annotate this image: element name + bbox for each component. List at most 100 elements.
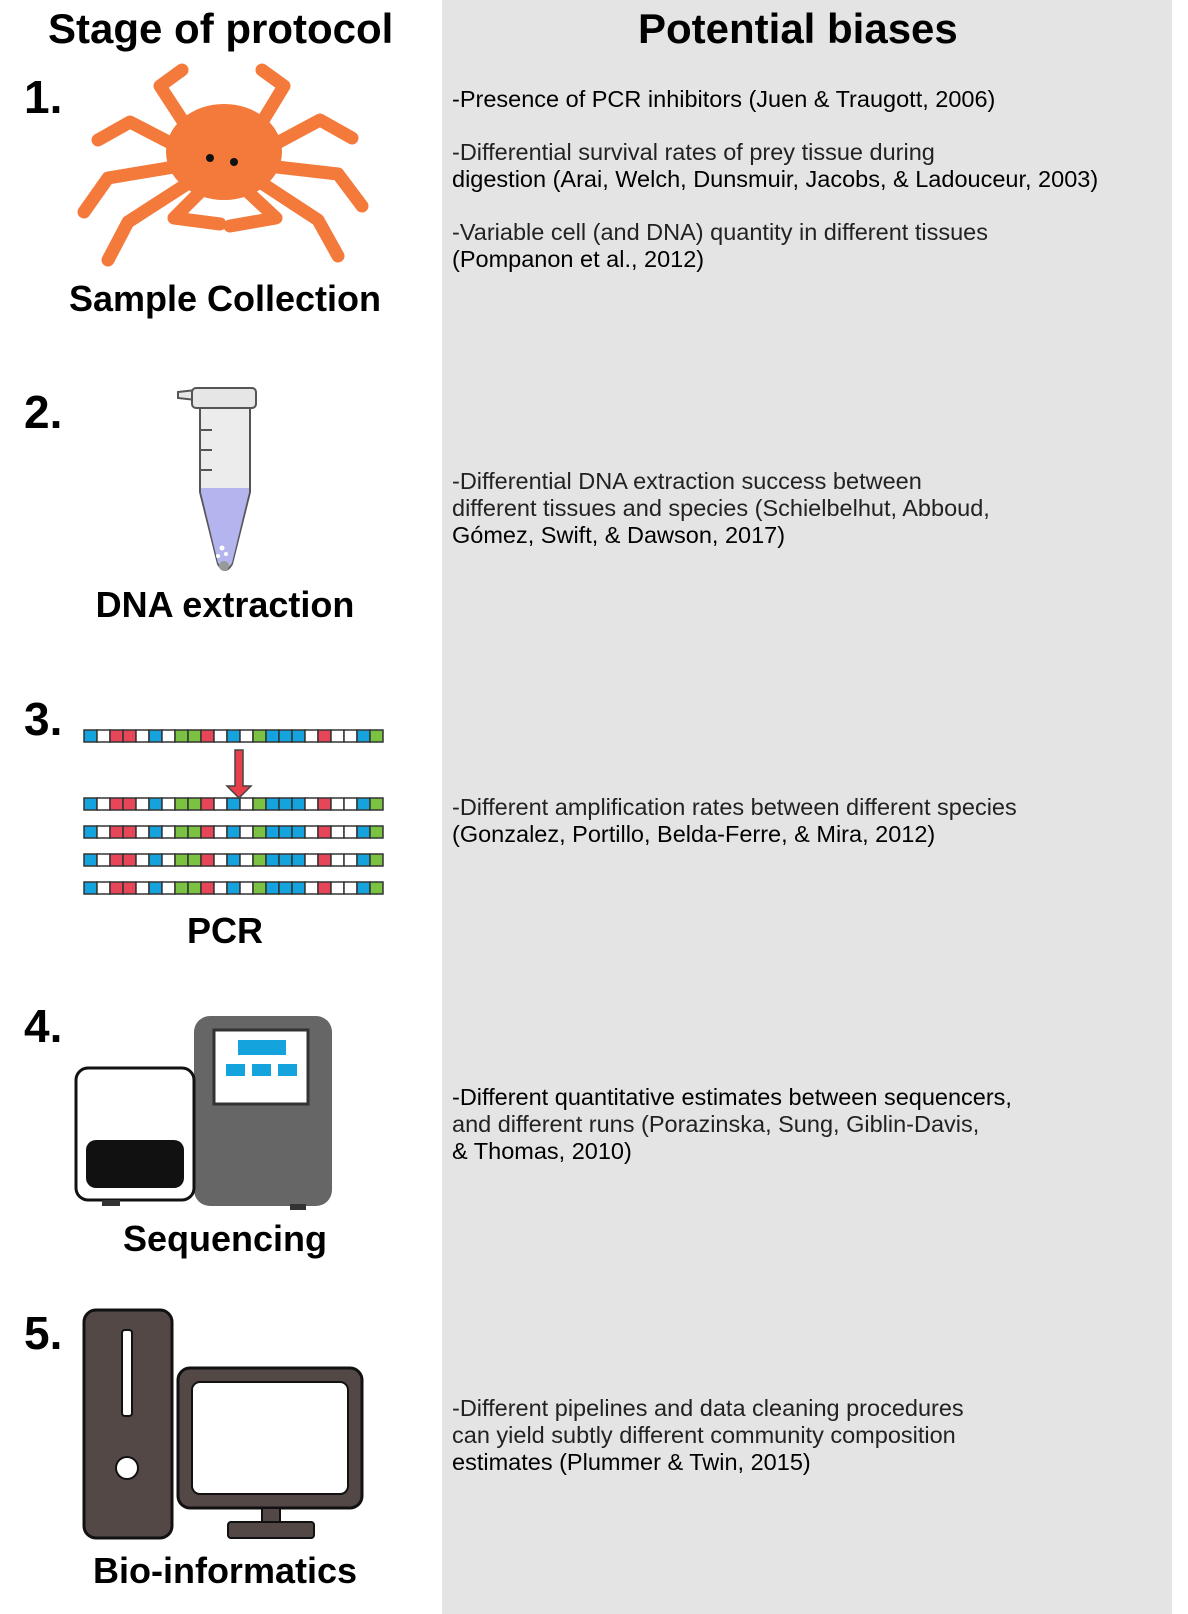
biases-panel bbox=[442, 0, 1172, 1614]
dna-base bbox=[187, 825, 202, 839]
dna-base bbox=[96, 825, 111, 839]
dna-base bbox=[187, 797, 202, 811]
dna-base bbox=[369, 729, 384, 743]
bias-line: -Differential survival rates of prey tis… bbox=[452, 139, 935, 165]
dna-base bbox=[109, 729, 124, 743]
dna-base bbox=[96, 729, 111, 743]
dna-base bbox=[161, 825, 176, 839]
dna-base bbox=[200, 881, 215, 895]
dna-base bbox=[252, 729, 267, 743]
bias-line: and different runs (Porazinska, Sung, Gi… bbox=[452, 1111, 980, 1137]
dna-base bbox=[226, 825, 241, 839]
bias-line: digestion (Arai, Welch, Dunsmuir, Jacobs… bbox=[452, 166, 1099, 192]
dna-base bbox=[356, 797, 371, 811]
bias-line: estimates (Plummer & Twin, 2015) bbox=[452, 1449, 811, 1475]
dna-base bbox=[187, 881, 202, 895]
dna-base bbox=[226, 729, 241, 743]
dna-base bbox=[252, 825, 267, 839]
dna-base bbox=[265, 729, 280, 743]
dna-base bbox=[161, 797, 176, 811]
dna-base bbox=[122, 797, 137, 811]
dna-base bbox=[343, 881, 358, 895]
stage-label-4: Sequencing bbox=[122, 1218, 328, 1259]
dna-base bbox=[135, 825, 150, 839]
dna-base bbox=[135, 881, 150, 895]
dna-base bbox=[174, 797, 189, 811]
dna-base bbox=[239, 797, 254, 811]
dna-base bbox=[278, 853, 293, 867]
bias-line: -Different pipelines and data cleaning p… bbox=[452, 1395, 964, 1421]
dna-base bbox=[252, 881, 267, 895]
dna-base bbox=[252, 853, 267, 867]
dna-base bbox=[148, 881, 163, 895]
dna-base bbox=[109, 853, 124, 867]
template-dna-strand bbox=[83, 729, 384, 743]
dna-base bbox=[278, 729, 293, 743]
dna-base bbox=[161, 729, 176, 743]
dna-base bbox=[213, 853, 228, 867]
dna-base bbox=[239, 881, 254, 895]
amplified-dna-strand bbox=[83, 881, 384, 895]
dna-base bbox=[304, 729, 319, 743]
dna-base bbox=[83, 825, 98, 839]
dna-base bbox=[291, 881, 306, 895]
crab-icon bbox=[77, 63, 369, 267]
bias-line: -Variable cell (and DNA) quantity in dif… bbox=[452, 219, 988, 245]
stage-label-5: Bio-informatics bbox=[92, 1550, 358, 1591]
dna-base bbox=[356, 853, 371, 867]
bias-line: (Pompanon et al., 2012) bbox=[452, 246, 705, 272]
bias-2-1: -Differential DNA extraction success bet… bbox=[452, 468, 1172, 549]
dna-base bbox=[356, 825, 371, 839]
amplified-dna-strand bbox=[83, 853, 384, 867]
dna-base bbox=[96, 797, 111, 811]
dna-base bbox=[213, 797, 228, 811]
bias-line: -Differential DNA extraction success bet… bbox=[452, 468, 922, 494]
dna-base bbox=[304, 881, 319, 895]
dna-base bbox=[265, 853, 280, 867]
dna-base bbox=[83, 729, 98, 743]
dna-base bbox=[265, 797, 280, 811]
dna-base bbox=[343, 853, 358, 867]
dna-base bbox=[148, 853, 163, 867]
bias-3-1: -Different amplification rates between d… bbox=[452, 794, 1172, 848]
dna-base bbox=[96, 853, 111, 867]
stage-label-3: PCR bbox=[186, 910, 263, 951]
dna-base bbox=[109, 797, 124, 811]
computer-icon bbox=[82, 1308, 364, 1540]
dna-base bbox=[291, 825, 306, 839]
bias-1-2: -Differential survival rates of prey tis… bbox=[452, 139, 1172, 193]
dna-base bbox=[226, 853, 241, 867]
dna-base bbox=[369, 825, 384, 839]
dna-base bbox=[369, 853, 384, 867]
dna-base bbox=[330, 797, 345, 811]
dna-base bbox=[135, 797, 150, 811]
dna-base bbox=[200, 729, 215, 743]
amplification-arrow-icon bbox=[225, 749, 253, 800]
dna-base bbox=[135, 853, 150, 867]
stage-number-5: 5. bbox=[24, 1307, 63, 1359]
dna-base bbox=[278, 881, 293, 895]
dna-base bbox=[187, 853, 202, 867]
stage-number-2: 2. bbox=[24, 386, 63, 438]
dna-base bbox=[265, 881, 280, 895]
dna-base bbox=[356, 729, 371, 743]
dna-base bbox=[148, 797, 163, 811]
dna-base bbox=[83, 881, 98, 895]
dna-base bbox=[83, 853, 98, 867]
dna-base bbox=[213, 729, 228, 743]
amplified-dna-strand bbox=[83, 797, 384, 811]
bias-line: can yield subtly different community com… bbox=[452, 1422, 956, 1448]
bias-1-1: -Presence of PCR inhibitors (Juen & Trau… bbox=[452, 86, 1172, 113]
dna-base bbox=[330, 729, 345, 743]
dna-base bbox=[174, 881, 189, 895]
dna-base bbox=[200, 797, 215, 811]
dna-base bbox=[96, 881, 111, 895]
bias-line: -Different amplification rates between d… bbox=[452, 794, 1017, 820]
bias-line: (Gonzalez, Portillo, Belda-Ferre, & Mira… bbox=[452, 821, 936, 847]
dna-base bbox=[161, 853, 176, 867]
dna-base bbox=[265, 825, 280, 839]
sequencer-icon bbox=[74, 1016, 332, 1210]
bias-4-1: -Different quantitative estimates betwee… bbox=[452, 1084, 1172, 1165]
dna-base bbox=[317, 853, 332, 867]
dna-base bbox=[122, 825, 137, 839]
